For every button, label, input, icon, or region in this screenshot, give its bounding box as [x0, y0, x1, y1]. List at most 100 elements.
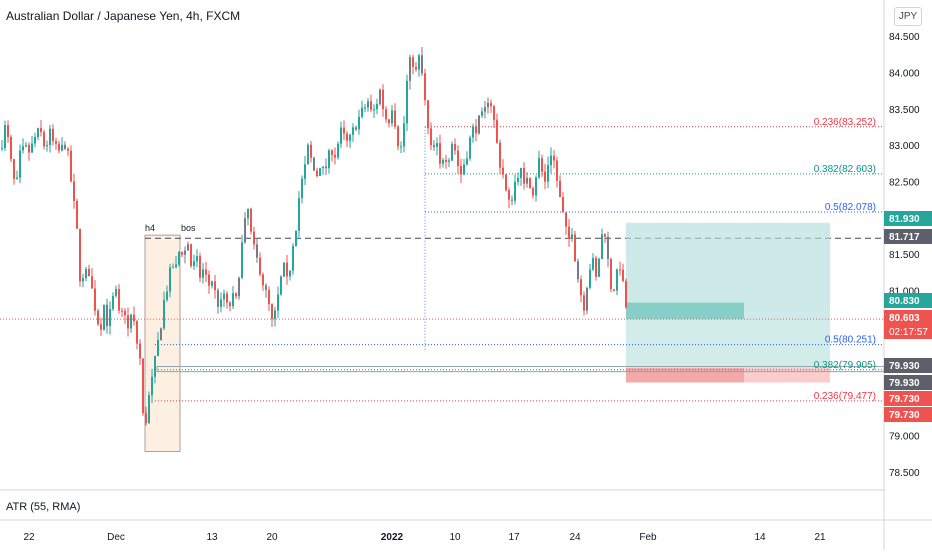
- candle: [40, 120, 42, 137]
- candle-body: [52, 128, 54, 142]
- candle-body: [37, 128, 39, 138]
- candle-body: [364, 107, 366, 109]
- candle: [526, 172, 528, 188]
- candle-body: [592, 258, 594, 270]
- candle: [277, 286, 279, 319]
- candle: [205, 261, 207, 282]
- candle: [544, 164, 546, 190]
- candle: [472, 123, 474, 143]
- candle-body: [322, 166, 324, 169]
- candle: [7, 120, 9, 143]
- candle-body: [100, 324, 102, 330]
- candle-body: [409, 57, 411, 81]
- candle-body: [511, 199, 513, 201]
- candle-body: [394, 110, 396, 127]
- candle: [208, 270, 210, 295]
- candle: [100, 317, 102, 336]
- candle: [436, 137, 438, 156]
- candle-body: [337, 143, 339, 158]
- price-label: 79.930: [884, 358, 932, 373]
- x-tick-label: 14: [754, 532, 766, 543]
- candle: [568, 219, 570, 247]
- candle: [460, 158, 462, 184]
- candle-body: [307, 144, 309, 165]
- candle-body: [19, 150, 21, 178]
- price-label-text: 79.730: [889, 394, 920, 405]
- fib-level-label: 0.5(80.251): [825, 335, 876, 346]
- candle: [196, 249, 198, 268]
- candle-body: [220, 299, 222, 307]
- candle-body: [1, 148, 3, 150]
- candle-body: [106, 304, 108, 326]
- candle: [73, 173, 75, 209]
- candle: [49, 124, 51, 153]
- candle: [241, 234, 243, 280]
- candle-body: [118, 288, 120, 311]
- candle-body: [604, 234, 606, 237]
- candle-body: [283, 262, 285, 277]
- candle-body: [97, 310, 99, 325]
- candle: [616, 268, 618, 296]
- candle-body: [499, 142, 501, 168]
- candle-body: [373, 109, 375, 111]
- indicator-label[interactable]: ATR (55, RMA): [6, 501, 81, 513]
- candle: [622, 263, 624, 283]
- candle-body: [274, 310, 276, 319]
- candle: [76, 198, 78, 229]
- candle-body: [145, 413, 147, 424]
- candle-body: [172, 267, 174, 269]
- candle: [550, 147, 552, 174]
- fib-level-label: 0.236(79.477): [814, 391, 876, 402]
- candle-body: [595, 258, 597, 277]
- candle-body: [352, 127, 354, 135]
- candle: [235, 292, 237, 299]
- price-label-text: 80.830: [889, 296, 920, 307]
- candle: [229, 301, 231, 312]
- fib-level-label: 0.382(79.905): [814, 360, 876, 371]
- candle-body: [607, 236, 609, 259]
- price-label-bg: [884, 293, 932, 308]
- candle-body: [496, 119, 498, 143]
- candle-body: [232, 293, 234, 307]
- candle: [292, 243, 294, 275]
- candle-body: [199, 256, 201, 278]
- candle-body: [448, 160, 450, 162]
- candles: [1, 46, 627, 426]
- candle: [61, 137, 63, 152]
- candle-body: [289, 270, 291, 277]
- x-tick-label: 17: [508, 532, 520, 543]
- candle-body: [103, 304, 105, 330]
- candle-body: [343, 127, 345, 134]
- candle-body: [85, 268, 87, 279]
- currency-button[interactable]: JPY: [894, 7, 922, 26]
- candle-body: [136, 321, 138, 344]
- candle-body: [460, 165, 462, 175]
- candle: [586, 286, 588, 315]
- candle-body: [580, 279, 582, 296]
- candle: [601, 228, 603, 260]
- candle: [157, 332, 159, 357]
- candle: [553, 150, 555, 169]
- candle-body: [376, 103, 378, 110]
- candle-body: [523, 167, 525, 184]
- candle-body: [244, 218, 246, 243]
- candle: [493, 104, 495, 128]
- candle: [145, 406, 147, 426]
- candle: [517, 172, 519, 186]
- candle-body: [277, 294, 279, 311]
- candle-body: [544, 171, 546, 182]
- candle: [214, 274, 216, 299]
- candle: [160, 327, 162, 341]
- candle: [433, 140, 435, 151]
- candle-body: [91, 276, 93, 289]
- candle-body: [166, 291, 168, 300]
- candle: [424, 68, 426, 106]
- bos-label: bos: [181, 223, 196, 233]
- candle: [370, 94, 372, 113]
- candle-body: [112, 295, 114, 309]
- candle: [184, 246, 186, 264]
- x-tick-label: 21: [814, 532, 826, 543]
- candle: [454, 138, 456, 155]
